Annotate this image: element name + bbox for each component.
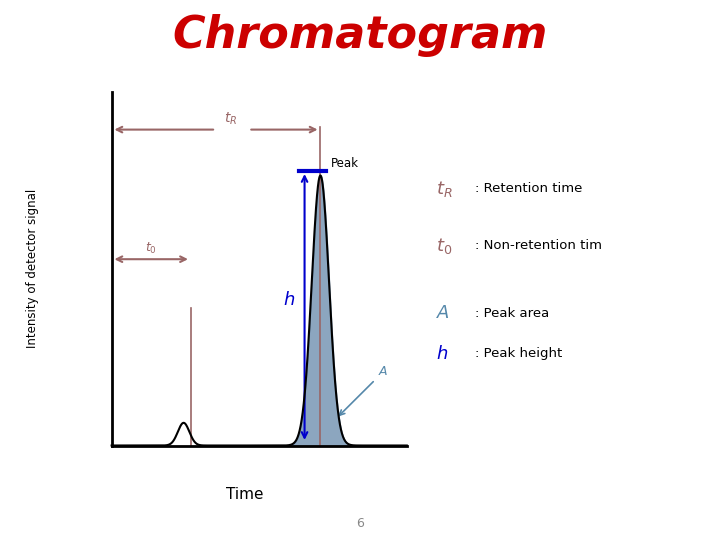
Text: Intensity of detector signal: Intensity of detector signal [26, 189, 39, 348]
Text: $t_0$: $t_0$ [145, 241, 157, 256]
Text: Time: Time [226, 487, 264, 502]
Text: : Non-retention tim: : Non-retention tim [475, 239, 602, 252]
Text: Peak: Peak [331, 157, 359, 170]
Text: : Retention time: : Retention time [475, 183, 582, 195]
Text: $t_R$: $t_R$ [436, 179, 452, 199]
Text: Chromatogram: Chromatogram [172, 14, 548, 57]
Text: $h$: $h$ [283, 291, 294, 309]
Text: : Peak height: : Peak height [475, 347, 562, 360]
Text: $t_0$: $t_0$ [436, 235, 452, 256]
Text: $A$: $A$ [340, 365, 388, 415]
Text: $A$: $A$ [436, 304, 449, 322]
Text: 6: 6 [356, 517, 364, 530]
Text: $t_R$: $t_R$ [224, 111, 237, 127]
Text: $h$: $h$ [436, 345, 448, 363]
Text: : Peak area: : Peak area [475, 307, 549, 320]
